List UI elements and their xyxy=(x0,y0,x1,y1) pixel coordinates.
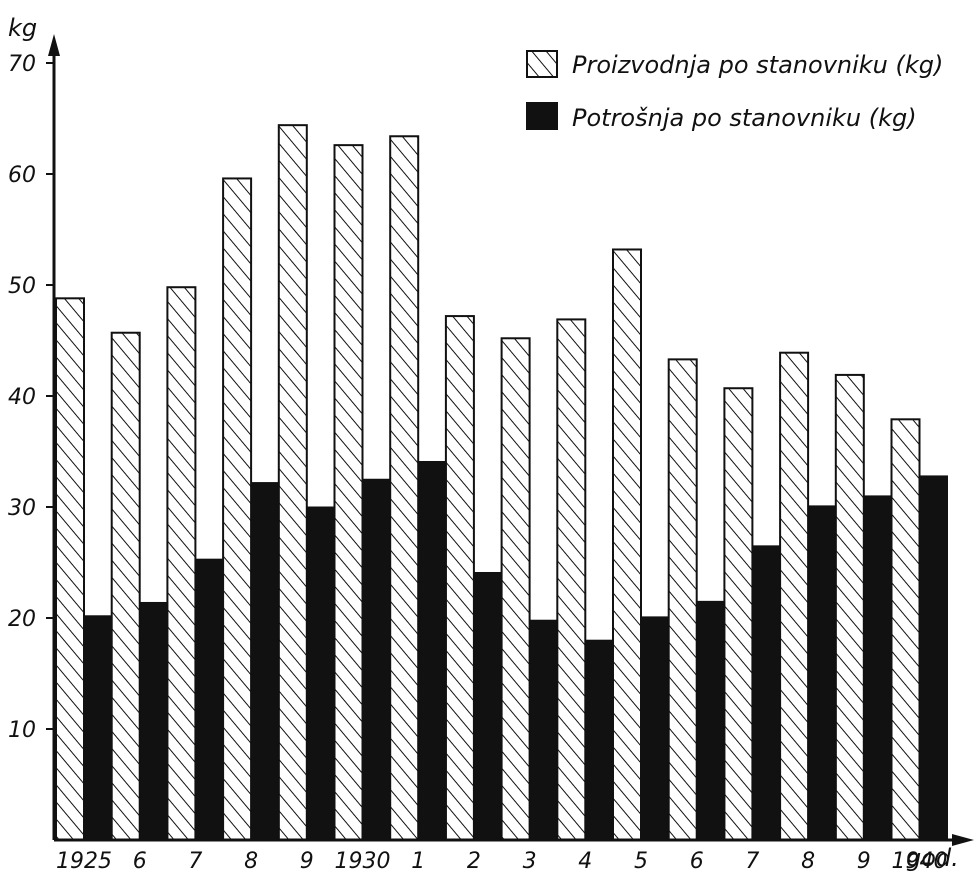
x-tick-label: 1925 xyxy=(56,849,112,874)
bar-consumption xyxy=(250,482,280,841)
bar-consumption xyxy=(584,639,614,841)
bar-production xyxy=(55,297,85,841)
x-axis-arrow xyxy=(952,834,974,846)
bar-consumption xyxy=(919,475,948,841)
bar-consumption xyxy=(139,601,169,841)
x-tick-label: 8 xyxy=(801,849,815,874)
bar-production xyxy=(389,135,420,841)
y-axis-label: kg xyxy=(8,14,37,42)
bars xyxy=(55,124,948,842)
bar-consumption xyxy=(807,505,837,841)
legend-swatch-solid xyxy=(526,102,558,130)
bar-production xyxy=(444,315,475,841)
y-tick-label: 40 xyxy=(8,385,36,410)
bar-production xyxy=(277,124,308,842)
bar-production xyxy=(667,358,698,841)
bar-production xyxy=(723,387,754,841)
bar-consumption xyxy=(362,478,391,841)
y-tick-label: 30 xyxy=(8,496,36,521)
x-tick-label: 1 xyxy=(411,849,425,874)
x-tick-label: 7 xyxy=(745,849,759,874)
x-tick-label: 6 xyxy=(133,849,147,874)
x-labels: 1925 6 7 8 9 1930 1 2 3 4 5 6 7 8 9 1940 xyxy=(56,849,948,874)
y-axis-arrow xyxy=(48,34,60,56)
y-tick-label: 60 xyxy=(8,163,36,188)
y-tick-label: 20 xyxy=(8,607,36,632)
x-tick-label: 5 xyxy=(634,849,648,874)
x-tick-label: 7 xyxy=(188,849,202,874)
bar-production xyxy=(556,318,587,842)
bar-consumption xyxy=(529,619,559,841)
x-tick-label: 3 xyxy=(523,849,537,874)
bar-consumption xyxy=(194,558,224,841)
legend-swatch-hatched xyxy=(526,50,558,78)
bar-consumption xyxy=(751,545,781,841)
bar-production xyxy=(166,286,197,842)
y-tick-label: 50 xyxy=(8,274,36,299)
bar-production xyxy=(500,337,531,841)
bar-production xyxy=(222,177,253,841)
x-tick-label: 4 xyxy=(578,849,592,874)
bar-consumption xyxy=(863,495,893,841)
bar-consumption xyxy=(696,600,726,841)
x-tick-label: 1940 xyxy=(892,849,948,874)
legend: Proizvodnja po stanovniku (kg) Potrošnja… xyxy=(526,50,943,132)
bar-production xyxy=(779,351,810,841)
y-tick-label: 10 xyxy=(8,718,36,743)
x-axis-label: god. xyxy=(906,844,959,872)
bar-production xyxy=(612,248,642,842)
x-tick-label: 8 xyxy=(244,849,258,874)
bar-production xyxy=(110,331,141,841)
bar-consumption xyxy=(306,506,336,841)
bar-consumption xyxy=(640,616,670,841)
legend-label-consumption: Potrošnja po stanovniku (kg) xyxy=(572,104,917,132)
bar-consumption xyxy=(473,571,503,841)
bar-production xyxy=(890,418,921,841)
x-tick-label: 9 xyxy=(857,849,871,874)
y-tick-label: 70 xyxy=(8,52,36,77)
legend-label-production: Proizvodnja po stanovniku (kg) xyxy=(572,51,943,79)
bar-consumption xyxy=(83,615,113,841)
bar-production xyxy=(333,144,364,841)
bar-consumption xyxy=(417,460,447,841)
y-ticks: 10 20 30 40 50 60 70 xyxy=(8,52,54,743)
x-tick-label: 6 xyxy=(690,849,704,874)
x-tick-label: 1930 xyxy=(335,849,391,874)
bar-production xyxy=(834,373,865,841)
x-tick-label: 2 xyxy=(467,849,481,874)
x-tick-label: 9 xyxy=(300,849,314,874)
